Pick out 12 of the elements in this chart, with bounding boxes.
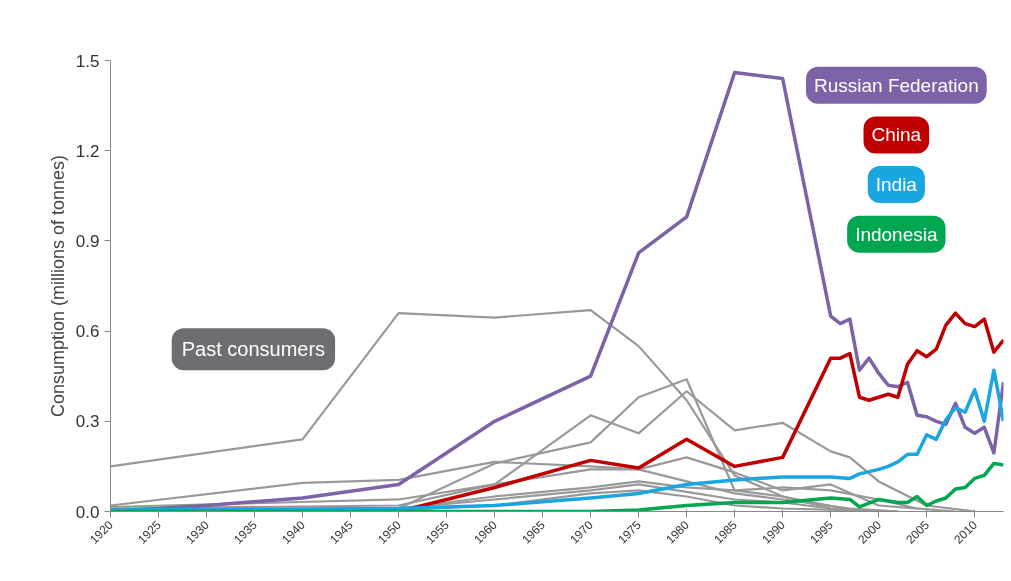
- y-tick-label: 0.3: [75, 412, 100, 432]
- y-tick-label: 1.2: [75, 141, 100, 161]
- y-tick-label: 0.9: [75, 231, 100, 251]
- text: Indonesia: [855, 223, 938, 245]
- y-tick-label: 0.0: [75, 502, 100, 522]
- y-tick-label: 0.6: [75, 322, 100, 342]
- series-label: Russian Federation: [813, 74, 979, 96]
- text: India: [875, 174, 918, 196]
- text: China: [871, 124, 922, 146]
- annotation: Past consumers: [181, 338, 326, 361]
- y-axis-title: Consumption (millions of tonnes): [47, 154, 68, 418]
- y-tick-label: 1.5: [75, 51, 100, 71]
